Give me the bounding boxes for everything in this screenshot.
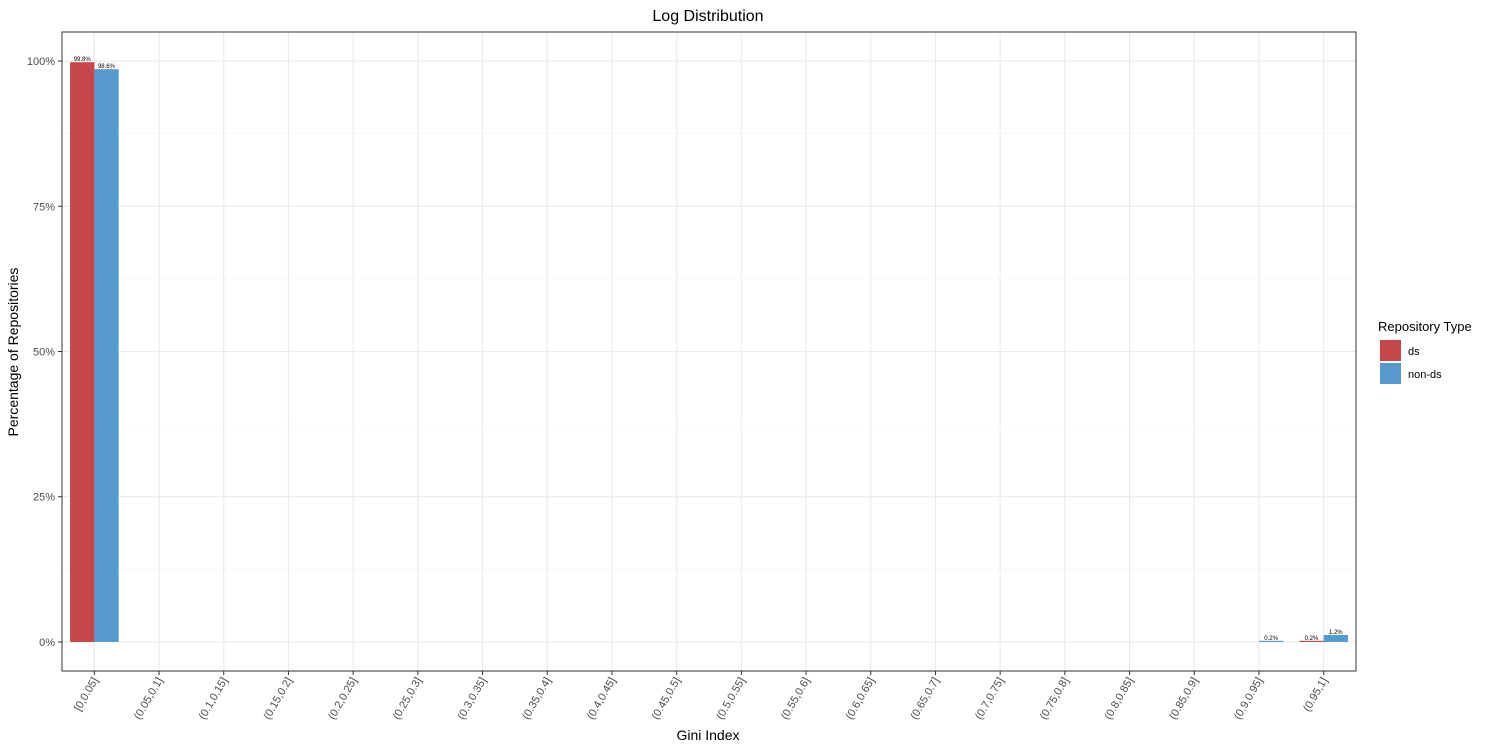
y-axis-title: Percentage of Repositories — [5, 268, 21, 437]
bar-labels: 99.8% 0.2% 98.6% 0.2% 1.2% — [74, 57, 1344, 642]
y-tick-label: 25% — [33, 492, 55, 504]
x-axis-title: Gini Index — [676, 727, 739, 743]
y-tick-label: 100% — [27, 56, 55, 68]
bar-non-ds — [1258, 640, 1284, 642]
bar-ds — [70, 62, 95, 642]
y-tick-label: 75% — [33, 201, 55, 213]
y-tick-label: 0% — [39, 637, 55, 649]
bar-data-label: 99.8% — [74, 57, 92, 63]
bars — [70, 62, 1348, 642]
bar-non-ds — [1323, 634, 1348, 642]
legend-key-ds — [1380, 340, 1401, 361]
bar-data-label: 0.2% — [1264, 636, 1278, 642]
bar-data-label: 1.2% — [1329, 630, 1343, 636]
legend: Repository Type ds non-ds — [1378, 319, 1472, 384]
bar-data-label: 0.2% — [1305, 636, 1319, 642]
bar-ds — [1299, 640, 1324, 642]
legend-key-non-ds — [1380, 363, 1401, 384]
y-tick-label: 50% — [33, 347, 55, 359]
bar-non-ds — [94, 69, 119, 642]
chart-title: Log Distribution — [652, 8, 763, 25]
bar-data-label: 98.6% — [98, 64, 116, 70]
legend-label-ds: ds — [1408, 346, 1420, 358]
legend-title: Repository Type — [1378, 319, 1472, 334]
legend-label-non-ds: non-ds — [1408, 369, 1442, 381]
